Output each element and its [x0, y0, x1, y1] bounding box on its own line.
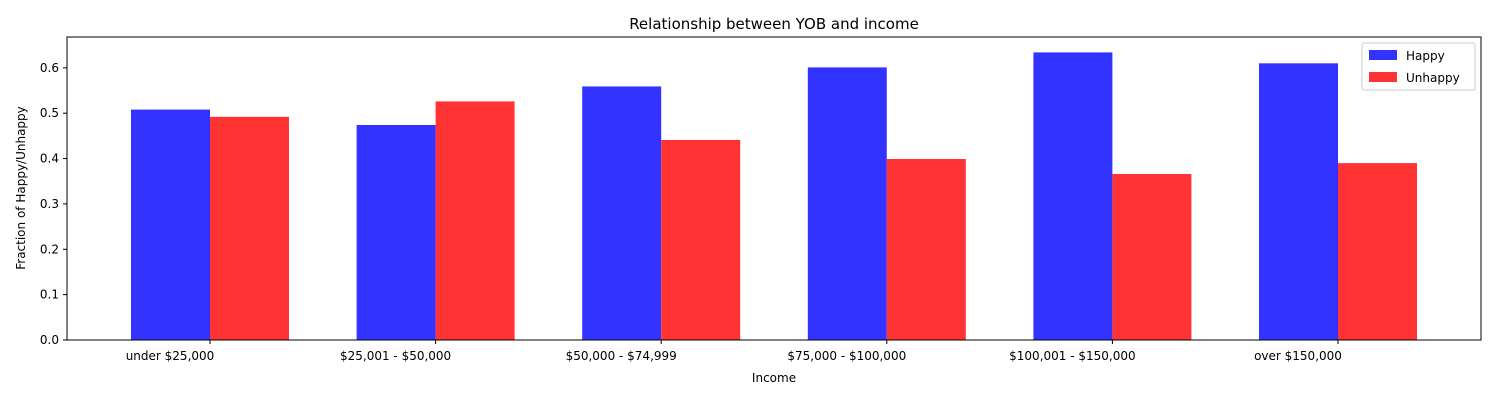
bar-unhappy-1: [435, 101, 515, 340]
x-tick-label-1: $25,001 - $50,000: [340, 349, 451, 363]
y-tick-label-3: 0.3: [40, 197, 59, 211]
x-tick-label-4: $100,001 - $150,000: [1009, 349, 1135, 363]
chart-title: Relationship between YOB and income: [629, 15, 919, 33]
bar-happy-4: [1033, 52, 1113, 341]
bar-happy-3: [807, 67, 887, 340]
legend-label-unhappy: Unhappy: [1406, 71, 1460, 85]
y-axis-label: Fraction of Happy/Unhappy: [14, 106, 28, 270]
y-tick-label-6: 0.6: [40, 61, 59, 75]
bar-unhappy-3: [886, 159, 966, 340]
bar-happy-0: [131, 109, 210, 340]
bar-unhappy-4: [1112, 173, 1192, 340]
x-axis-label: Income: [752, 371, 796, 385]
bar-unhappy-0: [210, 116, 289, 340]
y-tick-label-1: 0.1: [40, 288, 59, 302]
legend: Happy Unhappy: [1361, 42, 1476, 91]
legend-swatch-happy: [1369, 50, 1397, 60]
x-tick-label-0: under $25,000: [126, 349, 215, 363]
bar-happy-5: [1259, 63, 1338, 341]
x-tick-label-2: $50,000 - $74,999: [566, 349, 677, 363]
legend-label-happy: Happy: [1406, 49, 1445, 63]
bar-unhappy-2: [661, 139, 741, 340]
bars-layer: [131, 52, 1417, 341]
bar-happy-1: [356, 124, 436, 340]
legend-swatch-unhappy: [1369, 72, 1397, 82]
x-tick-label-5: over $150,000: [1254, 349, 1342, 363]
x-axis: under $25,000 $25,001 - $50,000 $50,000 - …: [126, 340, 1342, 363]
y-tick-label-0: 0.0: [40, 333, 59, 347]
plot-frame: [66, 36, 1482, 341]
y-tick-label-2: 0.2: [40, 242, 59, 256]
bar-happy-2: [582, 86, 662, 340]
y-tick-label-4: 0.4: [40, 152, 59, 166]
y-axis: 0.0 0.1 0.2 0.3 0.4 0.5 0.6: [40, 61, 67, 347]
y-tick-label-5: 0.5: [40, 106, 59, 120]
x-tick-label-3: $75,000 - $100,000: [787, 349, 906, 363]
bar-unhappy-5: [1338, 163, 1417, 340]
